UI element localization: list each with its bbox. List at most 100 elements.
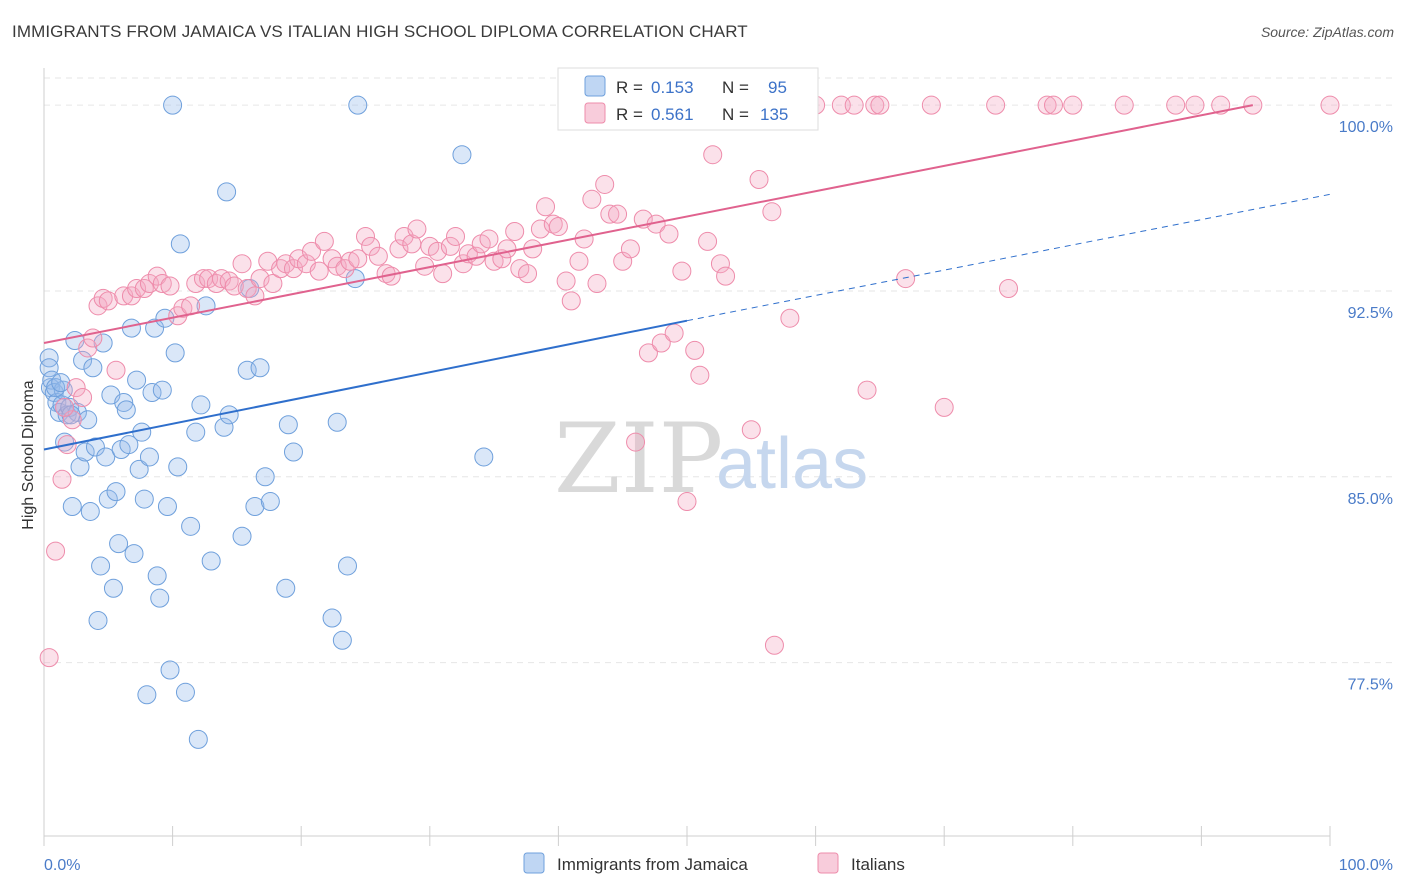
point-italians [587, 274, 607, 294]
point-italians [613, 251, 633, 271]
point-italians [479, 229, 499, 249]
point-jamaica [157, 497, 177, 517]
point-jamaica [116, 400, 136, 420]
point-italians [55, 397, 75, 417]
point-italians [1114, 95, 1134, 115]
point-jamaica [39, 348, 59, 368]
point-italians [389, 239, 409, 259]
point-jamaica [175, 682, 195, 702]
point-italians [433, 264, 453, 284]
series-legend-swatch-italians [817, 852, 839, 874]
point-italians [638, 343, 658, 363]
point-jamaica [188, 729, 208, 749]
point-jamaica [327, 412, 347, 432]
point-italians [548, 217, 568, 237]
point-italians [232, 254, 252, 274]
point-jamaica [452, 145, 472, 165]
point-italians [160, 276, 180, 296]
point-italians [173, 298, 193, 318]
point-jamaica [163, 95, 183, 115]
point-jamaica [214, 417, 234, 437]
y-axis-label: High School Diploma [20, 380, 37, 530]
legend-n-value-2: 135 [760, 105, 788, 124]
point-italians [46, 541, 66, 561]
point-jamaica [137, 685, 157, 705]
point-jamaica [85, 437, 105, 457]
point-italians [999, 278, 1018, 298]
legend-n-label-1: N = [722, 78, 749, 97]
series-legend-label-jamaica: Immigrants from Jamaica [557, 855, 748, 874]
point-italians [844, 95, 864, 115]
chart-source: Source: ZipAtlas.com [1260, 24, 1394, 40]
point-italians [356, 226, 375, 246]
point-italians [52, 469, 72, 489]
y-tick-labels: 77.5% 85.0% 92.5% 100.0% [1339, 119, 1393, 693]
point-jamaica [152, 380, 172, 400]
point-italians [934, 397, 954, 417]
point-jamaica [83, 358, 103, 378]
point-italians [986, 95, 1006, 115]
point-italians [561, 291, 581, 311]
point-jamaica [191, 395, 211, 415]
point-jamaica [75, 442, 95, 462]
trend-line-jamaica-extrapolated [686, 193, 1331, 322]
series-italians-points [39, 95, 1340, 668]
point-italians [98, 291, 118, 311]
point-italians [595, 174, 615, 194]
point-italians [1063, 95, 1083, 115]
y-tick-label: 100.0% [1339, 119, 1393, 136]
point-italians [677, 492, 697, 512]
point-italians [764, 635, 784, 655]
point-jamaica [103, 578, 123, 598]
point-jamaica [147, 566, 167, 586]
point-jamaica [39, 358, 59, 378]
point-italians [93, 288, 113, 308]
watermark-atlas: atlas [716, 424, 868, 504]
legend-n-label-2: N = [722, 105, 749, 124]
point-jamaica [250, 358, 270, 378]
point-italians [857, 380, 877, 400]
point-jamaica [474, 447, 494, 467]
legend-swatch-jamaica [584, 75, 606, 97]
point-italians [690, 365, 710, 385]
trend-line-jamaica [43, 319, 688, 451]
point-italians [263, 274, 283, 294]
point-jamaica [337, 556, 357, 576]
point-jamaica [160, 660, 180, 680]
series-legend: Immigrants from Jamaica Italians [523, 852, 905, 874]
point-italians [608, 204, 628, 224]
point-italians [921, 95, 941, 115]
point-jamaica [260, 492, 280, 512]
x-ticks [43, 826, 1331, 846]
point-italians [870, 95, 890, 115]
point-jamaica [127, 370, 147, 390]
point-jamaica [201, 551, 221, 571]
point-italians [78, 338, 98, 358]
point-italians [39, 648, 59, 668]
legend-swatch-italians [584, 102, 606, 124]
x-tick-label-min: 0.0% [44, 857, 80, 874]
point-italians [685, 340, 705, 360]
point-italians [698, 231, 718, 251]
legend-r-label-2: R = [616, 105, 643, 124]
point-jamaica [119, 435, 139, 455]
point-italians [106, 360, 126, 380]
point-italians [152, 274, 172, 294]
watermark: ZIP atlas [554, 403, 868, 515]
point-italians [497, 239, 517, 259]
point-italians [327, 256, 347, 276]
point-italians [301, 241, 321, 261]
y-tick-label: 85.0% [1348, 491, 1393, 508]
point-jamaica [348, 95, 368, 115]
x-tick-label-max: 100.0% [1339, 857, 1393, 874]
point-jamaica [62, 497, 82, 517]
point-italians [428, 241, 448, 261]
point-italians [664, 323, 684, 343]
point-italians [518, 264, 538, 284]
point-italians [1044, 95, 1064, 115]
point-jamaica [186, 422, 206, 442]
point-jamaica [96, 447, 116, 467]
point-italians [250, 269, 270, 289]
trend-lines [43, 104, 1331, 451]
point-jamaica [129, 459, 149, 479]
